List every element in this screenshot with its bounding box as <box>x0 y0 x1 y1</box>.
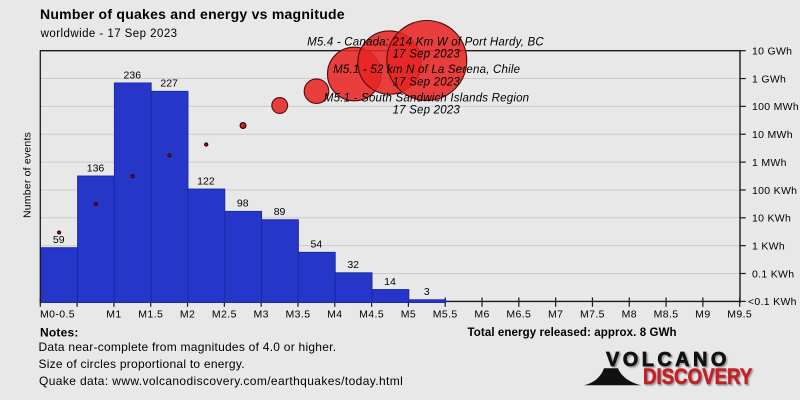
svg-text:1 MWh: 1 MWh <box>752 157 787 169</box>
svg-text:3: 3 <box>424 286 430 298</box>
svg-text:M5.4 - Canada: 214 Km W of Por: M5.4 - Canada: 214 Km W of Port Hardy, B… <box>307 37 544 49</box>
svg-text:10 KWh: 10 KWh <box>752 213 791 225</box>
svg-text:100 KWh: 100 KWh <box>752 185 797 197</box>
svg-text:<0.1 KWh: <0.1 KWh <box>748 296 797 308</box>
svg-text:M9: M9 <box>695 309 710 321</box>
svg-text:VOLCANO: VOLCANO <box>608 351 732 373</box>
svg-text:M3: M3 <box>253 309 268 321</box>
svg-text:54: 54 <box>311 239 323 251</box>
svg-text:17 Sep 2023: 17 Sep 2023 <box>393 105 461 117</box>
svg-text:17 Sep 2023: 17 Sep 2023 <box>393 77 461 89</box>
svg-text:M4.5: M4.5 <box>359 309 384 321</box>
svg-text:1 KWh: 1 KWh <box>752 240 785 252</box>
svg-text:227: 227 <box>160 78 178 90</box>
svg-text:M5.1 - 52 km N of La Serena, C: M5.1 - 52 km N of La Serena, Chile <box>333 64 520 76</box>
svg-text:M7: M7 <box>548 309 563 321</box>
svg-text:Total energy released: approx.: Total energy released: approx. 8 GWh <box>468 327 677 339</box>
svg-text:M0-0.5: M0-0.5 <box>40 309 75 321</box>
svg-text:1 GWh: 1 GWh <box>752 73 786 85</box>
svg-text:DISCOVERY: DISCOVERY <box>643 366 753 390</box>
svg-text:M3.5: M3.5 <box>285 309 310 321</box>
svg-text:M5.1 - South Sandwich Islands: M5.1 - South Sandwich Islands Region <box>324 93 529 105</box>
svg-text:M8: M8 <box>622 309 637 321</box>
svg-text:122: 122 <box>197 175 215 187</box>
svg-text:DISCOVERY: DISCOVERY <box>644 367 754 391</box>
svg-text:Data near-complete from magnit: Data near-complete from magnitudes of 4.… <box>39 340 337 354</box>
svg-text:32: 32 <box>347 259 359 271</box>
svg-text:M5.5: M5.5 <box>433 309 458 321</box>
svg-text:M9.5: M9.5 <box>727 309 752 321</box>
svg-text:0.1 KWh: 0.1 KWh <box>752 268 794 280</box>
svg-text:M8.5: M8.5 <box>654 309 679 321</box>
svg-text:Number of events: Number of events <box>22 132 34 218</box>
svg-text:M6: M6 <box>474 309 489 321</box>
svg-text:worldwide - 17 Sep 2023: worldwide - 17 Sep 2023 <box>40 28 178 40</box>
svg-text:M1: M1 <box>106 309 121 321</box>
svg-text:Number of quakes and energy vs: Number of quakes and energy vs magnitude <box>40 6 345 22</box>
svg-text:M2: M2 <box>180 309 195 321</box>
svg-text:M1.5: M1.5 <box>138 309 163 321</box>
svg-text:M2.5: M2.5 <box>212 309 237 321</box>
svg-text:M7.5: M7.5 <box>580 309 605 321</box>
svg-text:136: 136 <box>87 162 105 174</box>
svg-text:10 MWh: 10 MWh <box>752 129 793 141</box>
svg-text:100 MWh: 100 MWh <box>752 101 799 113</box>
svg-text:Size of circles proportional t: Size of circles proportional to energy. <box>39 357 245 371</box>
svg-text:89: 89 <box>274 206 286 218</box>
svg-text:M4: M4 <box>327 309 342 321</box>
svg-text:Notes:: Notes: <box>40 326 79 340</box>
svg-text:M6.5: M6.5 <box>506 309 531 321</box>
svg-text:98: 98 <box>237 198 249 210</box>
svg-text:17 Sep 2023: 17 Sep 2023 <box>393 49 461 61</box>
svg-text:10 GWh: 10 GWh <box>752 46 792 58</box>
svg-text:M5: M5 <box>401 309 416 321</box>
svg-text:59: 59 <box>53 234 65 246</box>
svg-text:Quake data: www.volcanodiscove: Quake data: www.volcanodiscovery.com/ear… <box>39 374 403 388</box>
svg-text:14: 14 <box>384 276 396 288</box>
svg-text:236: 236 <box>124 69 142 81</box>
svg-text:VOLCANO: VOLCANO <box>606 349 730 371</box>
